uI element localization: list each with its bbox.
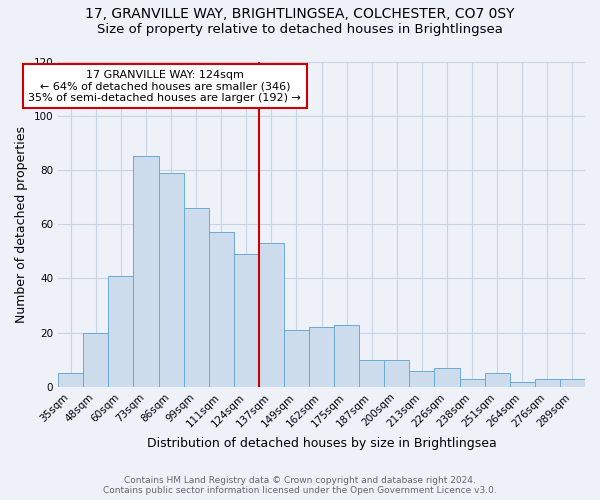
Bar bbox=[109, 276, 133, 387]
Text: 17, GRANVILLE WAY, BRIGHTLINGSEA, COLCHESTER, CO7 0SY: 17, GRANVILLE WAY, BRIGHTLINGSEA, COLCHE… bbox=[85, 8, 515, 22]
Bar bbox=[359, 360, 385, 387]
Bar bbox=[184, 208, 209, 387]
Bar bbox=[209, 232, 234, 387]
Bar bbox=[460, 379, 485, 387]
Bar bbox=[133, 156, 158, 387]
Text: Contains HM Land Registry data © Crown copyright and database right 2024.
Contai: Contains HM Land Registry data © Crown c… bbox=[103, 476, 497, 495]
Bar bbox=[535, 379, 560, 387]
Bar bbox=[158, 172, 184, 387]
Bar bbox=[83, 332, 109, 387]
Bar bbox=[309, 328, 334, 387]
Bar bbox=[485, 374, 510, 387]
Bar bbox=[58, 374, 83, 387]
Bar bbox=[434, 368, 460, 387]
Bar bbox=[334, 324, 359, 387]
Bar bbox=[234, 254, 259, 387]
Text: Size of property relative to detached houses in Brightlingsea: Size of property relative to detached ho… bbox=[97, 22, 503, 36]
X-axis label: Distribution of detached houses by size in Brightlingsea: Distribution of detached houses by size … bbox=[147, 437, 496, 450]
Text: 17 GRANVILLE WAY: 124sqm
← 64% of detached houses are smaller (346)
35% of semi-: 17 GRANVILLE WAY: 124sqm ← 64% of detach… bbox=[28, 70, 301, 103]
Bar bbox=[385, 360, 409, 387]
Bar bbox=[510, 382, 535, 387]
Bar bbox=[259, 243, 284, 387]
Bar bbox=[409, 370, 434, 387]
Bar bbox=[560, 379, 585, 387]
Bar bbox=[284, 330, 309, 387]
Y-axis label: Number of detached properties: Number of detached properties bbox=[15, 126, 28, 322]
